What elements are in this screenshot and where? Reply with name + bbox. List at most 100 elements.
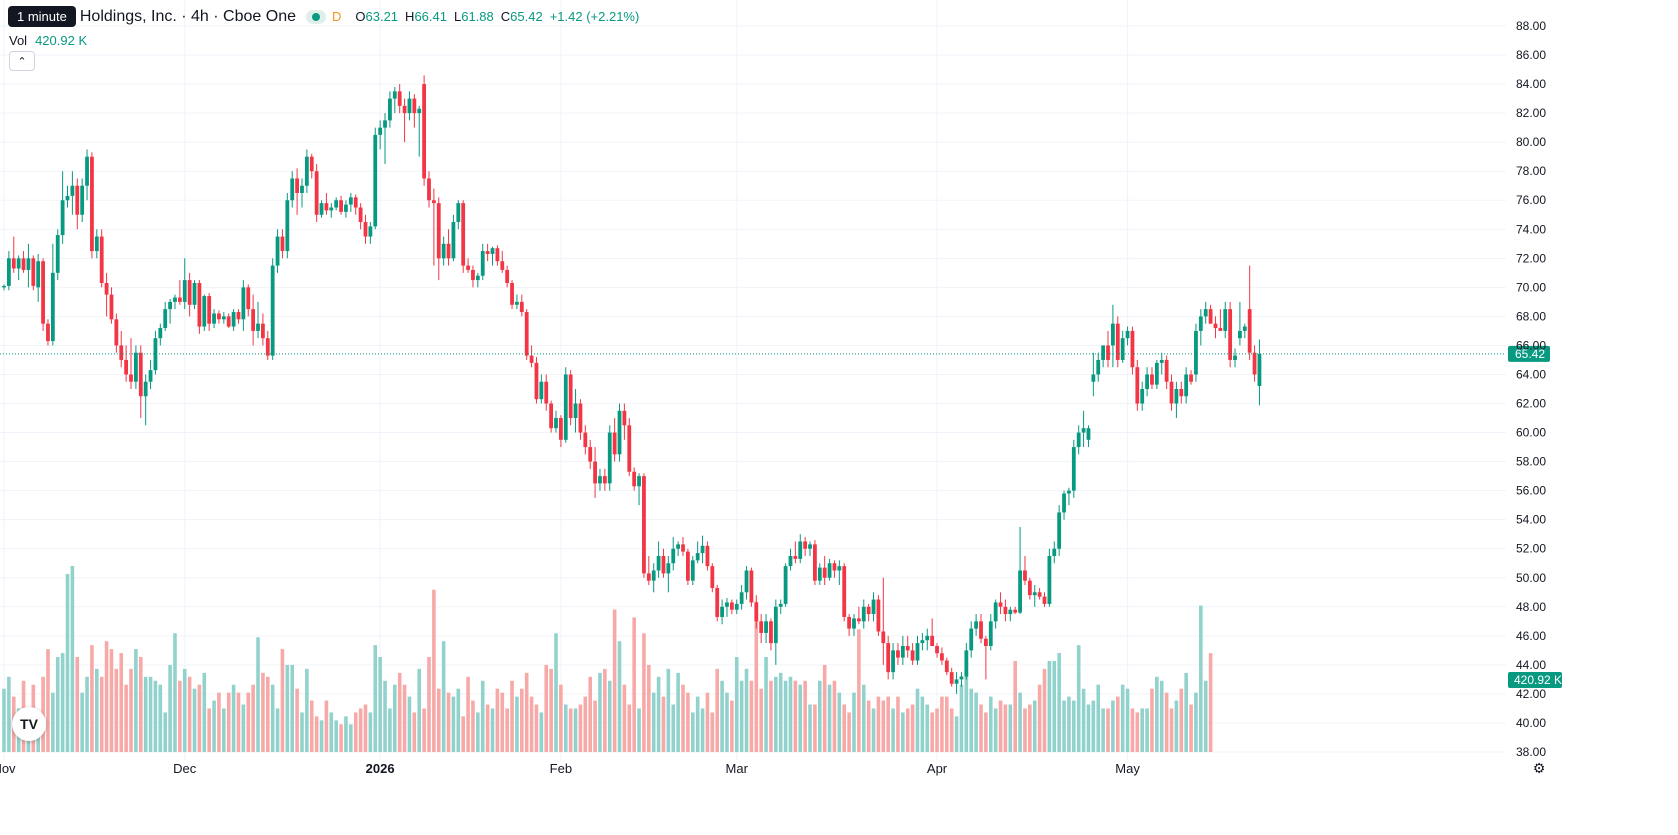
volume-bar bbox=[822, 664, 827, 752]
volume-bar bbox=[134, 649, 138, 752]
volume-bar bbox=[383, 680, 387, 752]
chevron-up-icon: ⌃ bbox=[17, 55, 27, 68]
volume-bar bbox=[778, 672, 783, 752]
candle-body bbox=[46, 323, 50, 342]
volume-bar bbox=[251, 684, 255, 752]
y-tick-label: 52.00 bbox=[1516, 542, 1546, 556]
symbol-title[interactable]: Holdings, Inc. · 4h · Cboe One bbox=[79, 7, 296, 25]
y-tick-label: 66.00 bbox=[1516, 338, 1546, 352]
volume-bar bbox=[1111, 700, 1115, 752]
candle-body bbox=[954, 679, 959, 684]
volume-bar bbox=[871, 708, 876, 752]
volume-bar bbox=[998, 700, 1003, 752]
candle-body bbox=[588, 447, 593, 462]
candle-body bbox=[959, 676, 964, 680]
last-volume-label: 420.92 K bbox=[1514, 673, 1562, 687]
volume-bar bbox=[143, 676, 148, 752]
volume-bar bbox=[363, 704, 368, 752]
volume-bar bbox=[285, 664, 290, 752]
volume-bar bbox=[451, 696, 456, 752]
candle-body bbox=[749, 570, 754, 603]
volume-bar bbox=[388, 708, 392, 752]
candle-body bbox=[304, 156, 309, 186]
candle-body bbox=[50, 272, 55, 342]
volume-bar bbox=[1057, 653, 1061, 752]
candle-body bbox=[236, 312, 241, 320]
volume-bar bbox=[412, 712, 417, 752]
y-tick-label: 80.00 bbox=[1516, 135, 1546, 149]
candle-body bbox=[1008, 609, 1013, 615]
volume-bar bbox=[280, 649, 285, 752]
volume-bar bbox=[265, 676, 270, 752]
volume-bar bbox=[217, 692, 221, 752]
candle-body bbox=[637, 476, 641, 487]
volume-bar bbox=[1018, 692, 1022, 752]
candle-body bbox=[681, 544, 685, 552]
candle-body bbox=[226, 316, 231, 327]
volume-bar bbox=[559, 684, 563, 752]
y-tick-label: 62.00 bbox=[1516, 397, 1546, 411]
candle-body bbox=[392, 91, 397, 99]
candle-body bbox=[886, 643, 891, 673]
candle-body bbox=[75, 185, 80, 215]
candle-body bbox=[495, 248, 500, 262]
y-tick-label: 84.00 bbox=[1516, 77, 1546, 91]
volume-bar bbox=[187, 676, 192, 752]
candle-body bbox=[104, 283, 109, 295]
volume-bar bbox=[915, 688, 920, 752]
tradingview-logo-icon[interactable]: TV bbox=[12, 707, 46, 741]
candle-body bbox=[993, 602, 998, 622]
market-status-icon[interactable] bbox=[305, 9, 326, 24]
volume-bar bbox=[627, 704, 632, 752]
candle-body bbox=[143, 381, 148, 397]
candle-body bbox=[988, 621, 993, 647]
volume-bar bbox=[495, 688, 500, 752]
candle-body bbox=[1223, 309, 1228, 331]
candle-body bbox=[36, 261, 41, 288]
volume-bar bbox=[861, 684, 866, 752]
candle-body bbox=[2, 285, 6, 288]
volume-legend[interactable]: Vol 420.92 K bbox=[9, 33, 87, 48]
volume-bar bbox=[402, 684, 407, 752]
volume-bar bbox=[95, 668, 99, 752]
candle-body bbox=[1110, 323, 1115, 346]
volume-bar bbox=[798, 684, 803, 752]
volume-bar bbox=[984, 712, 988, 752]
candle-body bbox=[725, 602, 729, 607]
candle-body bbox=[1062, 493, 1066, 513]
candle-body bbox=[964, 650, 969, 677]
candle-body bbox=[1027, 580, 1032, 596]
y-tick-label: 58.00 bbox=[1516, 455, 1546, 469]
candle-body bbox=[979, 621, 983, 639]
volume-bar bbox=[300, 712, 304, 752]
candle-body bbox=[602, 476, 607, 484]
gear-icon[interactable]: ⚙ bbox=[1532, 760, 1546, 776]
candle-body bbox=[783, 566, 788, 604]
candle-body bbox=[471, 269, 475, 281]
candle-body bbox=[524, 312, 529, 356]
collapse-legend-button[interactable]: ⌃ bbox=[9, 51, 35, 71]
last-volume-tag bbox=[1508, 672, 1562, 688]
volume-bar bbox=[910, 704, 915, 752]
volume-bar bbox=[65, 573, 70, 752]
data-badge[interactable]: D bbox=[331, 9, 342, 24]
volume-bar bbox=[1072, 700, 1076, 752]
x-tick-label: Apr bbox=[927, 761, 948, 776]
candle-body bbox=[1106, 345, 1110, 360]
volume-bar bbox=[940, 696, 944, 752]
volume-bar bbox=[949, 708, 954, 752]
y-tick-label: 60.00 bbox=[1516, 426, 1546, 440]
candle-body bbox=[769, 621, 773, 644]
volume-bar bbox=[666, 668, 671, 752]
candle-body bbox=[1057, 512, 1062, 549]
candle-body bbox=[427, 178, 431, 201]
volume-bar bbox=[661, 696, 666, 752]
candle-body bbox=[1184, 374, 1189, 397]
candle-body bbox=[617, 410, 622, 455]
volume-bar bbox=[1081, 688, 1086, 752]
volume-bar bbox=[979, 704, 983, 752]
volume-bar bbox=[490, 708, 495, 752]
candle-body bbox=[261, 323, 265, 339]
volume-bar bbox=[129, 668, 133, 752]
